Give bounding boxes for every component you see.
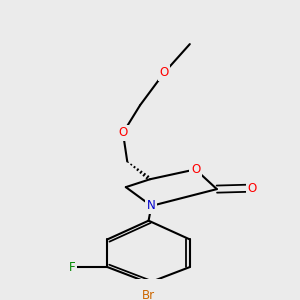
Text: O: O: [118, 126, 127, 140]
Text: Br: Br: [142, 289, 155, 300]
Text: N: N: [147, 200, 156, 212]
Text: F: F: [68, 260, 75, 274]
Text: O: O: [160, 66, 169, 79]
Text: O: O: [191, 163, 200, 176]
Text: O: O: [248, 182, 257, 195]
